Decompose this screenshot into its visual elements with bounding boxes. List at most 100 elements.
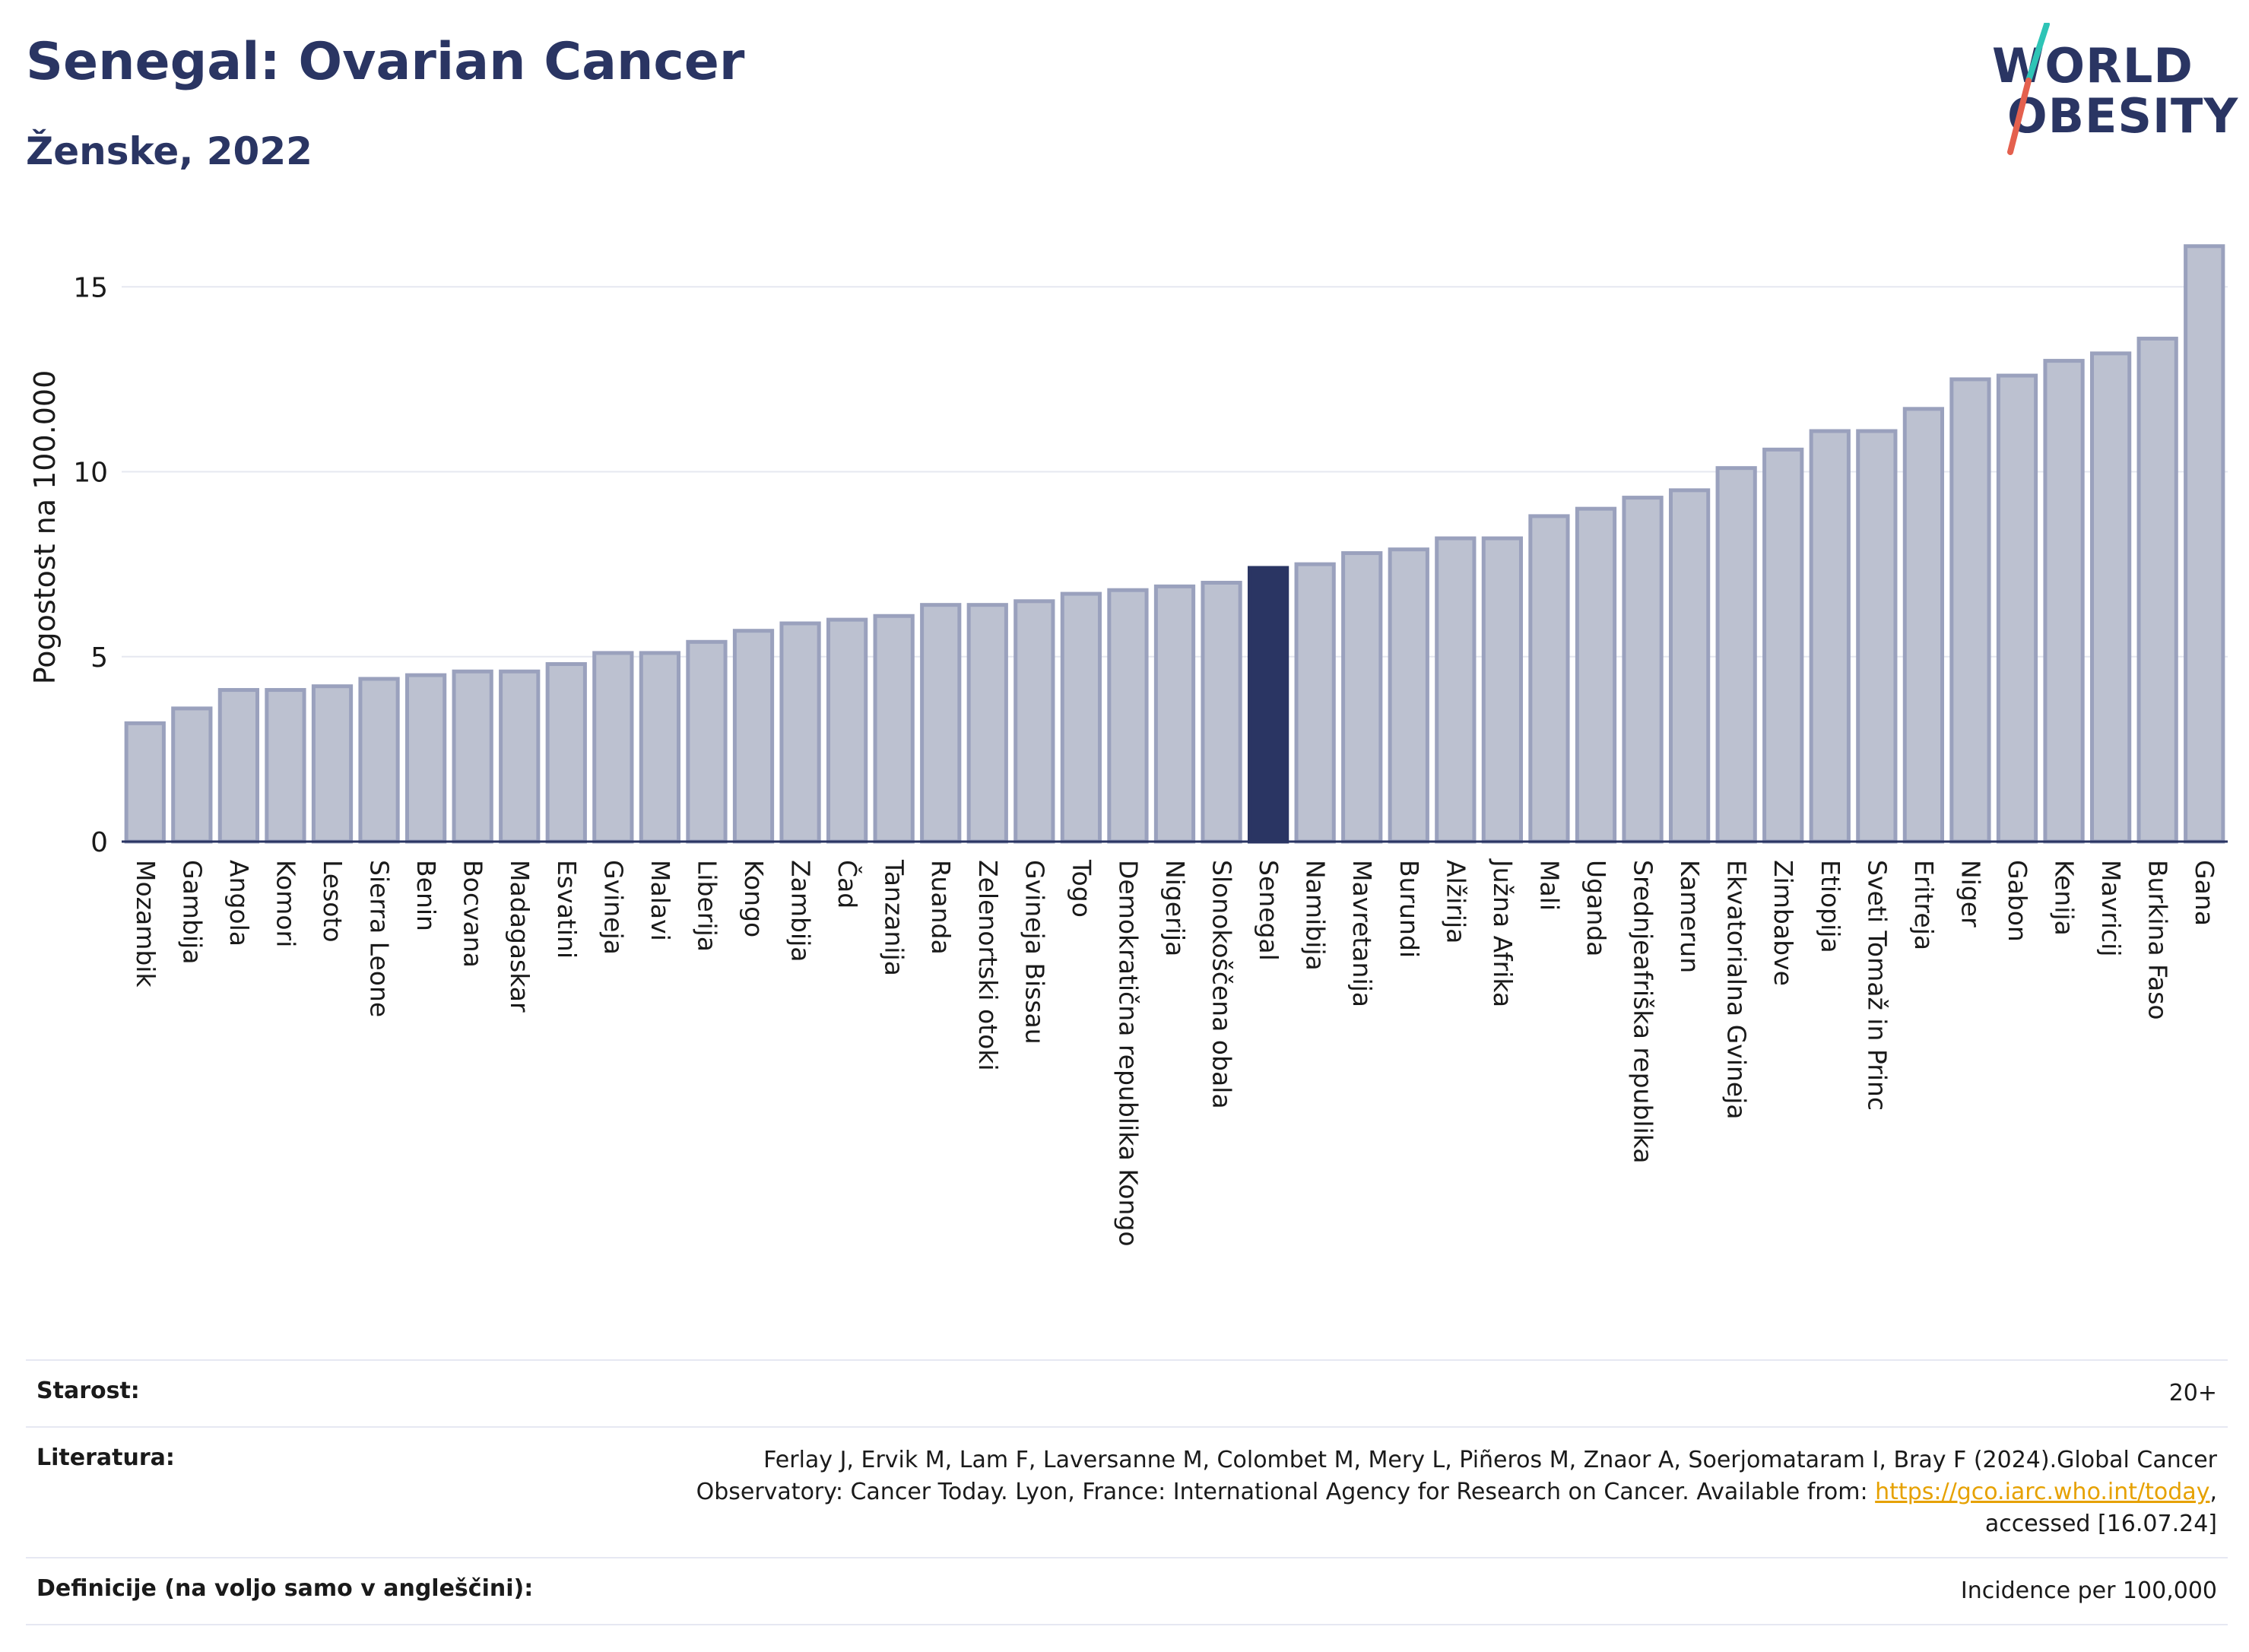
bar [966,603,1008,844]
world-obesity-logo: WORLD OBESITY [1977,23,2239,160]
literature-text-1: Ferlay J, Ervik M, Lam F, Laversanne M, … [763,1447,2217,1473]
x-category-label: Gambija [177,860,207,964]
bar [2089,351,2132,844]
x-category-label: Gana [2190,860,2219,926]
bar [1715,466,1757,844]
bar [1762,447,1804,844]
bar [124,721,166,844]
bar [592,651,634,844]
x-category-label: Togo [1067,859,1096,918]
bar [686,639,728,844]
x-category-label: Esvatini [552,860,582,959]
x-category-label: Senegal [1254,860,1283,961]
x-category-label: Čad [833,860,863,908]
bar [404,673,447,844]
x-category-label: Kenija [2050,860,2079,936]
x-category-label: Liberija [692,860,722,952]
x-category-label: Burkina Faso [2143,860,2173,1020]
x-category-label: Sierra Leone [365,860,395,1017]
x-category-label: Demokratična republika Kongo [1113,860,1143,1247]
info-row-literature: Literatura: Ferlay J, Ervik M, Lam F, La… [26,1428,2228,1558]
x-category-label: Ekvatorialna Gvineja [1722,860,1752,1119]
bar [732,629,775,844]
bar [265,688,306,844]
bar [1153,584,1196,844]
bar [545,661,587,844]
y-tick-label: 0 [90,827,108,858]
bar [1388,547,1429,844]
literature-label: Literatura: [36,1444,175,1471]
bar [2184,244,2225,844]
x-category-label: Mavricij [2096,860,2126,956]
bar [1435,536,1477,844]
x-category-label: Benin [411,860,441,931]
literature-link[interactable]: https://gco.iarc.who.int/today [1875,1479,2210,1505]
bar [1668,488,1711,844]
x-category-label: Mali [1534,860,1564,911]
bar [1060,591,1102,844]
literature-text-2: Observatory: Cancer Today. Lyon, France:… [696,1479,1876,1505]
age-value: 20+ [2168,1380,2217,1406]
bar [1996,373,2038,844]
bar [217,688,260,844]
y-tick-label: 10 [73,458,108,489]
x-category-label: Gvineja Bissau [1020,860,1049,1045]
bar [639,651,681,844]
x-category-label: Kamerun [1675,860,1705,973]
x-category-label: Mozambik [131,860,160,988]
bar [1528,514,1570,844]
x-category-label: Gabon [2003,860,2032,942]
info-row-definitions: Definicije (na voljo samo v angleščini):… [26,1558,2228,1625]
info-table: Starost: 20+ Literatura: Ferlay J, Ervik… [26,1359,2228,1625]
x-category-label: Ruanda [926,860,956,955]
x-category-label: Južna Afrika [1488,858,1518,1007]
literature-text-3: , [2209,1479,2217,1505]
x-category-label: Uganda [1581,860,1611,956]
x-category-label: Etiopija [1816,860,1845,953]
bar-chart: 0 5 10 15 Pogostost na 100.000 Mozambik Gambij… [28,244,2228,1247]
info-row-age: Starost: 20+ [26,1361,2228,1428]
x-category-label: Malavi [646,860,675,941]
page-title: Senegal: Ovarian Cancer [26,32,745,92]
bar [826,617,868,844]
x-category-label: Zambija [786,860,816,962]
x-category-label: Bocvana [458,860,488,968]
x-category-label: Eritreja [1909,860,1939,950]
bar [1809,429,1851,844]
x-category-label: Angola [224,860,254,946]
x-category-label: Slonokoščena obala [1207,860,1237,1109]
logo-slash-icon [2007,23,2050,155]
x-category-label: Zimbabve [1768,860,1798,986]
x-category-label: Madagaskar [505,860,534,1013]
y-axis-label: Pogostost na 100.000 [28,370,62,685]
bar [920,603,962,844]
literature-text-4: accessed [16.07.24] [1984,1511,2217,1537]
bar [1201,580,1242,844]
bar [2043,359,2085,844]
bar [1622,496,1664,844]
y-tick-label: 5 [90,642,108,674]
bar [1481,536,1524,844]
bar-highlight [1247,566,1289,844]
bar [1949,377,1991,844]
bar [1294,562,1336,844]
x-category-label: Niger [1956,860,1985,927]
x-category-label: Sveti Tomaž in Princ [1862,860,1892,1111]
bar [452,669,493,844]
x-category-label: Komori [271,860,300,947]
bar [358,677,400,844]
bar [311,684,354,844]
x-category-label: Tanzanija [880,859,909,976]
y-tick-label: 15 [73,272,108,303]
logo-line-2: OBESITY [2007,88,2239,144]
x-category-label: Burundi [1394,860,1424,958]
bar [1341,551,1383,844]
bar [1107,588,1149,844]
literature-value: Ferlay J, Ervik M, Lam F, Laversanne M, … [696,1444,2217,1540]
definitions-label: Definicije (na voljo samo v angleščini): [36,1575,534,1602]
bar [499,669,541,844]
bar [171,706,213,844]
age-label: Starost: [36,1378,140,1404]
x-category-label: Lesoto [318,860,347,943]
bar [779,621,821,844]
